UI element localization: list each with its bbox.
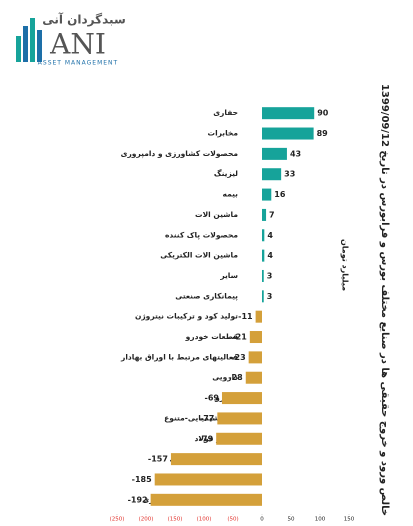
value-label: -11 — [238, 312, 253, 321]
value-label: 4 — [267, 251, 273, 260]
logo-name: سبدگردان آنی — [42, 12, 126, 27]
value-label: 4 — [267, 231, 273, 240]
logo-bar — [30, 18, 35, 62]
x-tick-label: (200) — [139, 517, 154, 523]
category-label: دارویی — [212, 373, 238, 382]
category-label: لیزینگ — [214, 169, 238, 178]
value-label: -21 — [232, 333, 247, 342]
bar — [170, 453, 262, 466]
category-label: محصولات پاک کننده — [165, 230, 238, 239]
bar — [262, 208, 267, 221]
value-label: -185 — [132, 475, 152, 484]
category-label: قطعات خودرو — [185, 332, 238, 341]
value-label: 33 — [284, 170, 295, 179]
bar — [249, 331, 262, 344]
value-label: 7 — [269, 210, 275, 219]
value-label: 90 — [317, 109, 329, 118]
logo-bar — [37, 30, 42, 62]
category-label: محصولات کشاورزی و دامپروری — [121, 149, 239, 158]
category-label: مخابرات — [208, 129, 239, 138]
value-label: -77 — [200, 414, 214, 423]
value-label: -192 — [128, 495, 148, 504]
bar — [262, 127, 314, 140]
value-label: -28 — [228, 373, 243, 382]
bar — [245, 371, 262, 384]
value-label: -157 — [148, 455, 168, 464]
bar — [248, 351, 262, 364]
category-label: ماشین الات — [195, 210, 238, 219]
value-label: 89 — [317, 129, 329, 138]
logo-mark: ANI — [49, 28, 106, 61]
x-tick-label: 0 — [260, 517, 264, 523]
bar — [262, 249, 265, 262]
value-label: 43 — [290, 149, 301, 158]
x-tick-label: (150) — [168, 517, 183, 523]
logo-bar — [16, 36, 21, 62]
value-label: -69 — [205, 394, 220, 403]
category-label: سایر — [219, 271, 238, 280]
value-label: -79 — [199, 434, 214, 443]
bar — [217, 412, 262, 425]
bar — [216, 432, 262, 445]
category-label: حفاری — [213, 108, 238, 117]
category-label: پیمانکاری صنعتی — [175, 291, 238, 300]
x-tick-label: 50 — [288, 517, 295, 523]
logo-bar — [23, 26, 28, 62]
bar — [150, 493, 262, 506]
value-label: 3 — [267, 292, 273, 301]
bar — [221, 392, 262, 405]
chart-title: خالص ورود و خروج حقیقی ها در صنایع مختلف… — [379, 84, 390, 516]
chart-subtitle: میلیارد تومان — [341, 239, 350, 291]
category-label: فعالیتهای مرتبط با اوراق بهادار — [120, 352, 238, 361]
x-tick-label: 100 — [315, 517, 326, 523]
bar — [262, 269, 264, 282]
category-label: مواد شیمیایی-متنوع — [164, 413, 238, 422]
value-label: 3 — [267, 271, 273, 280]
bar — [262, 290, 264, 303]
x-tick-label: (250) — [110, 517, 125, 523]
bar — [262, 147, 287, 160]
category-label: تولید کود و ترکیبات نیتروژن — [135, 312, 238, 321]
category-label: بیمه — [223, 190, 239, 199]
x-tick-label: (50) — [227, 517, 238, 523]
bar — [262, 168, 282, 181]
bar — [262, 229, 265, 242]
x-tick-label: 150 — [344, 517, 355, 523]
logo: سبدگردان آنی ANI ASSET MANAGEMENT — [16, 12, 126, 67]
bar — [154, 473, 262, 486]
bar — [262, 188, 272, 201]
value-label: -23 — [231, 353, 245, 362]
value-label: 16 — [274, 190, 286, 199]
bar — [262, 107, 315, 120]
category-label: ماشین الات الکتریکی — [160, 251, 238, 260]
bar — [255, 310, 262, 323]
logo-tagline: ASSET MANAGEMENT — [38, 60, 118, 67]
x-tick-label: (100) — [197, 517, 212, 523]
